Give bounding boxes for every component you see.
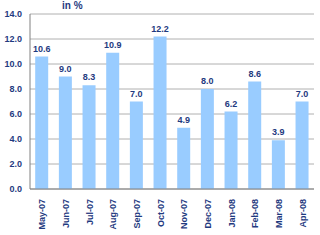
svg-text:2.0: 2.0: [9, 159, 22, 169]
svg-text:Jul-07: Jul-07: [85, 199, 95, 225]
svg-text:9.0: 9.0: [59, 64, 72, 74]
svg-text:12.2: 12.2: [151, 24, 169, 34]
svg-text:May-07: May-07: [37, 199, 47, 230]
svg-text:Apr-08: Apr-08: [298, 199, 308, 228]
svg-text:Oct-07: Oct-07: [156, 199, 166, 227]
svg-text:14.0: 14.0: [8, 9, 22, 19]
svg-text:Aug-07: Aug-07: [108, 199, 118, 230]
svg-text:6.2: 6.2: [225, 99, 238, 109]
svg-text:10.6: 10.6: [33, 44, 51, 54]
svg-text:Nov-07: Nov-07: [179, 199, 189, 229]
svg-text:Mar-08: Mar-08: [274, 199, 284, 228]
svg-text:Feb-08: Feb-08: [250, 199, 260, 228]
html-text:in %: in %: [62, 0, 83, 11]
svg-text:3.9: 3.9: [272, 127, 285, 137]
svg-text:10.0: 10.0: [8, 59, 22, 69]
svg-text:Jan-08: Jan-08: [227, 199, 237, 228]
svg-text:7.0: 7.0: [296, 89, 309, 99]
svg-text:8.0: 8.0: [201, 76, 214, 86]
svg-text:8.6: 8.6: [248, 69, 261, 79]
svg-text:10.9: 10.9: [104, 40, 122, 50]
svg-text:Sep-07: Sep-07: [132, 199, 142, 229]
svg-text:0.0: 0.0: [9, 184, 22, 194]
svg-text:7.0: 7.0: [130, 89, 143, 99]
svg-text:12.0: 12.0: [8, 34, 22, 44]
svg-text:8.3: 8.3: [83, 72, 96, 82]
svg-text:6.0: 6.0: [9, 109, 22, 119]
svg-text:4.9: 4.9: [177, 115, 190, 125]
svg-text:Jun-07: Jun-07: [61, 199, 71, 228]
svg-text:8.0: 8.0: [9, 84, 22, 94]
svg-text:4.0: 4.0: [9, 134, 22, 144]
svg-text:Dec-07: Dec-07: [203, 199, 213, 229]
